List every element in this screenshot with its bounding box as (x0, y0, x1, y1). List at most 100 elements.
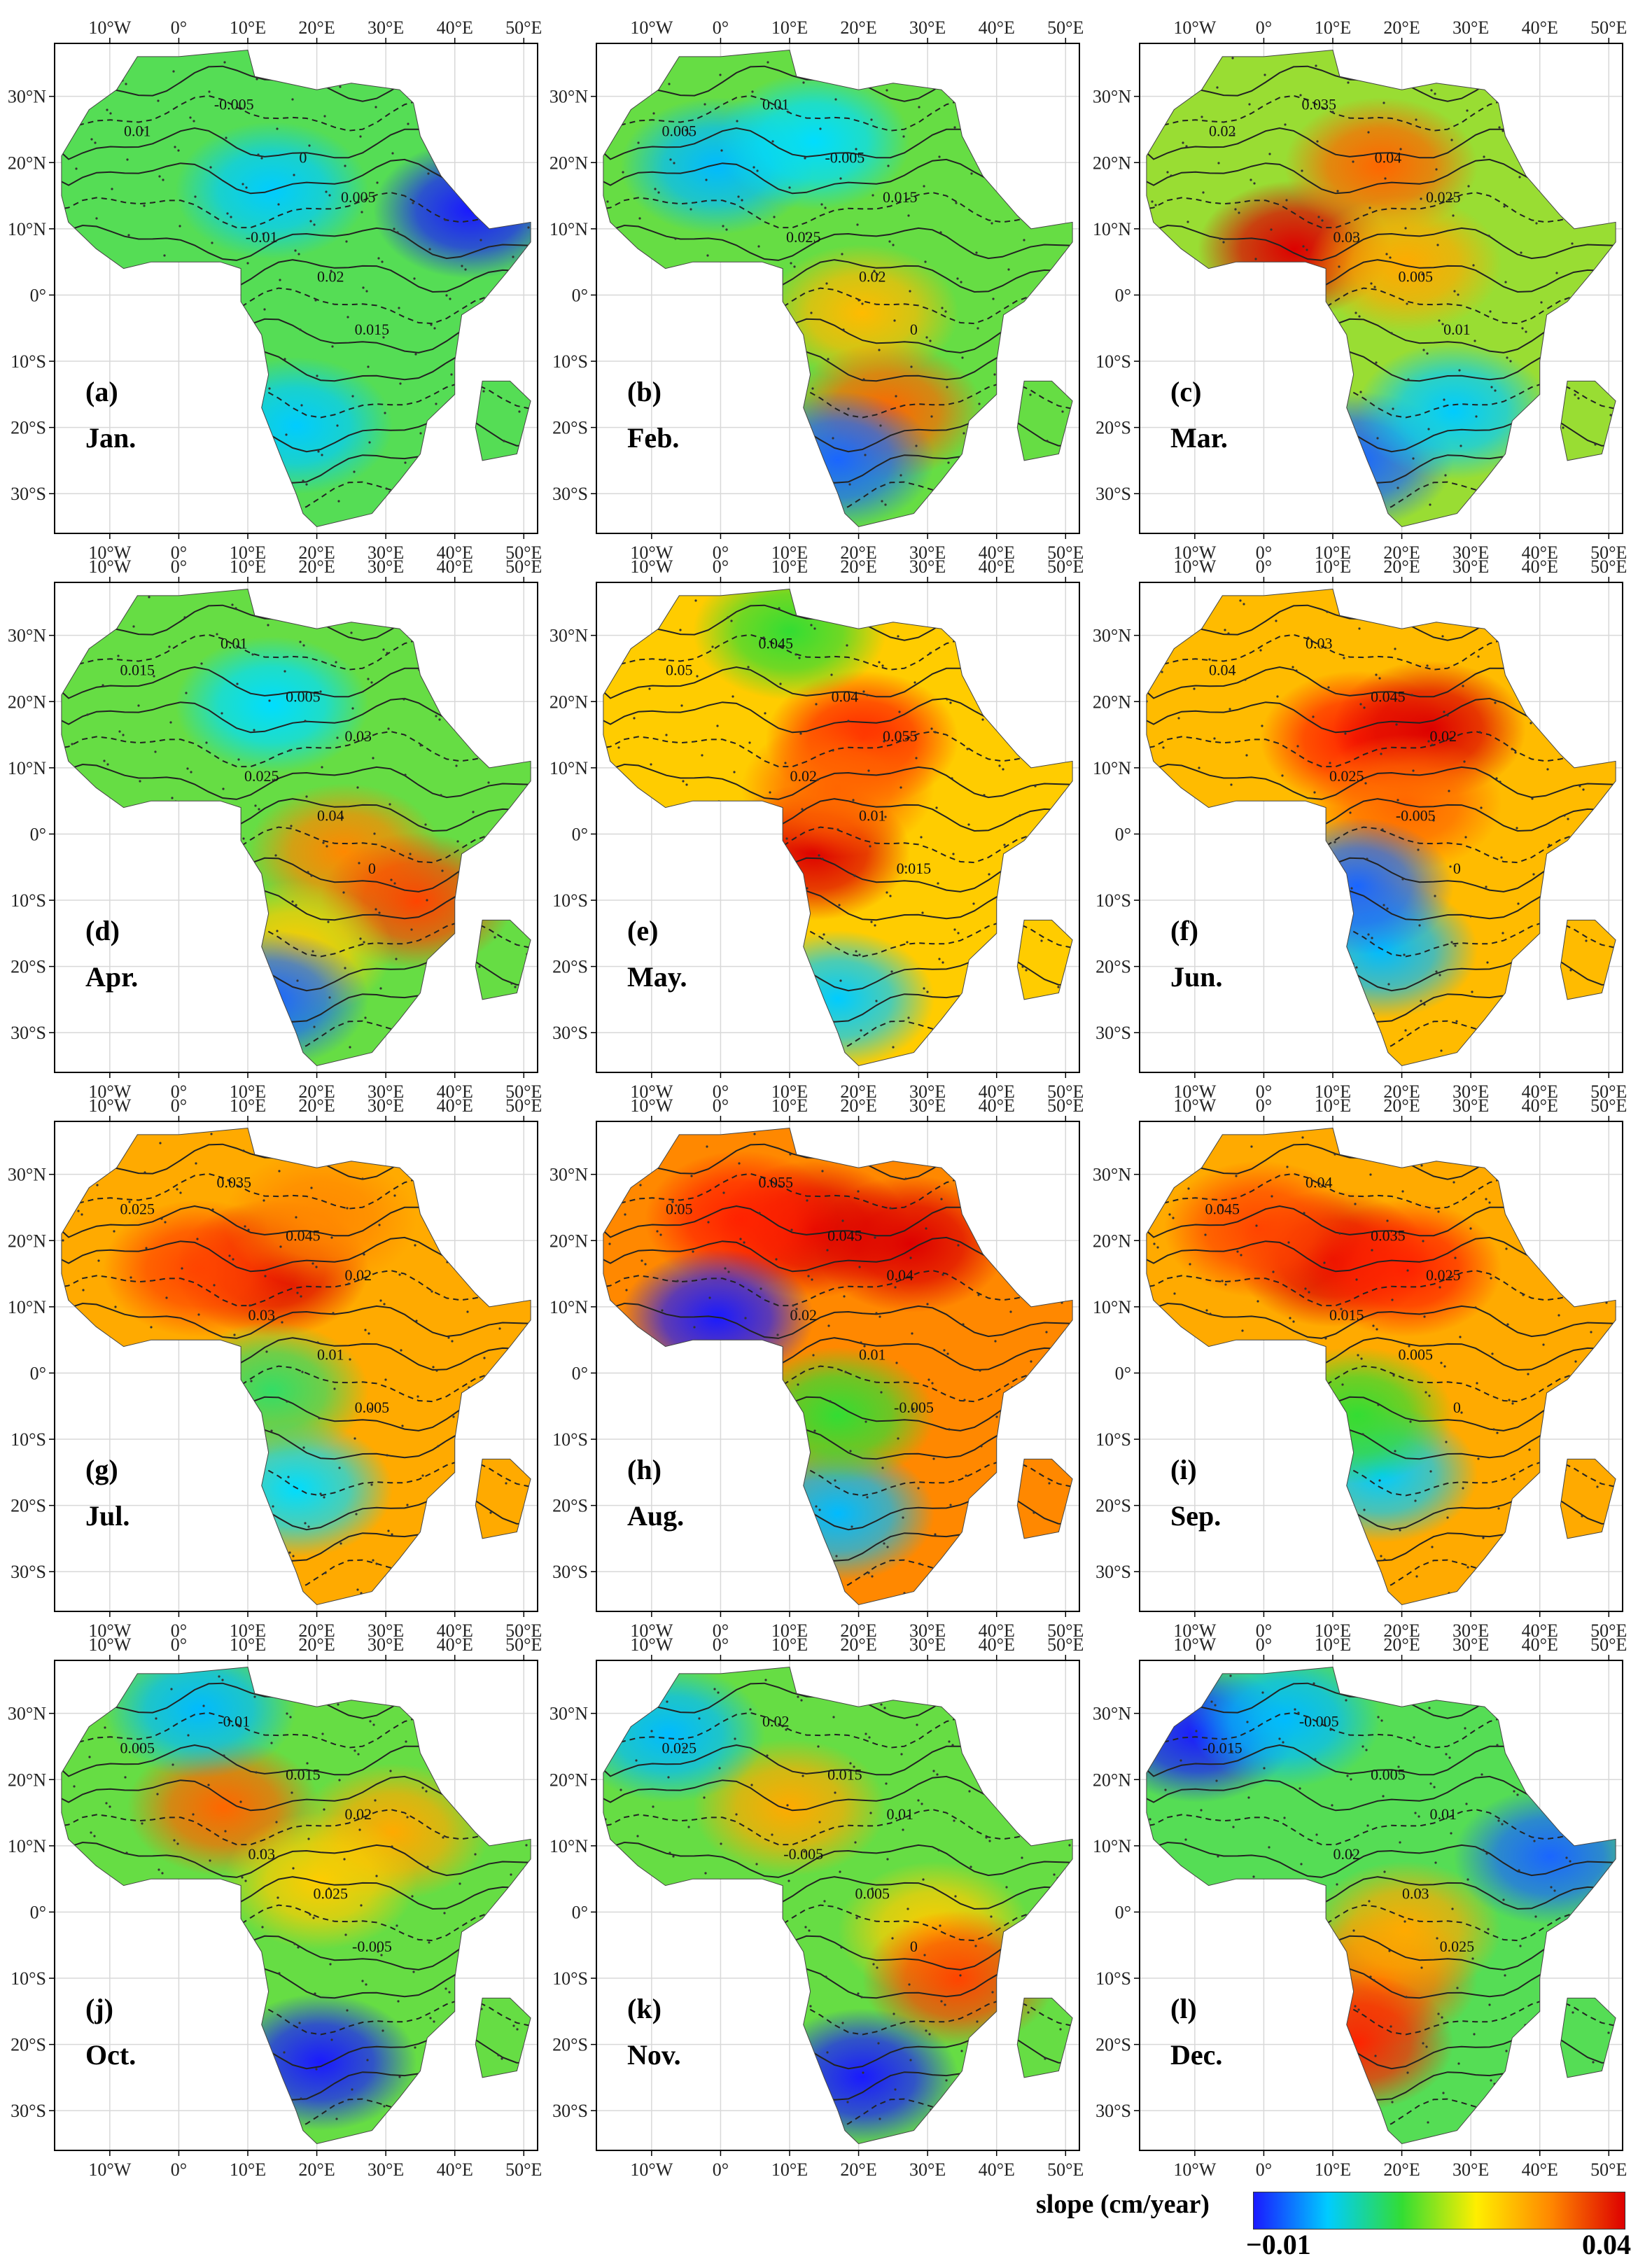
lat-tick-label: 30°N (550, 1704, 588, 1724)
slope-field-e (603, 589, 1073, 1066)
panel-label: (j) (85, 1993, 113, 2024)
lon-tick-label-bottom: 10°E (1315, 1620, 1351, 1641)
lat-tick-label: 10°S (1096, 351, 1131, 372)
lon-tick-label-bottom: 10°E (771, 1082, 808, 1102)
lon-tick-label-bottom: 10°W (88, 2160, 131, 2180)
panel-month: Jun. (1170, 961, 1223, 993)
lon-tick-label-top: 40°E (979, 1096, 1015, 1116)
lon-tick-label-bottom: 0° (1256, 1082, 1272, 1102)
lat-tick-label: 30°S (1096, 1023, 1131, 1043)
lon-tick-label-bottom: 10°E (230, 542, 266, 563)
contour-label: 0.015 (1329, 1306, 1364, 1324)
colorbar-title: slope (cm/year) (1036, 2190, 1210, 2219)
contour-label: 0.01 (886, 1805, 913, 1823)
map-panel-d: 0.015 0.01 0.005 0.03 0.025 0.04 0 10°W 10°W 0° 0°… (8, 556, 542, 1102)
lon-tick-label-top: 30°E (909, 1634, 946, 1655)
lat-tick-label: 10°N (8, 219, 46, 239)
panel-label: (b) (627, 376, 662, 407)
lon-tick-label-top: 20°E (1383, 1096, 1420, 1116)
contour-line (1146, 1302, 1616, 1339)
contour-label: 0.015 (897, 860, 932, 877)
contour-label: 0.035 (217, 1174, 252, 1191)
lon-tick-label-top: 0° (1256, 1634, 1272, 1655)
lon-tick-label-top: 10°E (1315, 18, 1351, 38)
lon-tick-label-bottom: 0° (713, 542, 729, 563)
lon-tick-label-bottom: 30°E (368, 1620, 404, 1641)
lon-tick-label-bottom: 20°E (1383, 2160, 1420, 2180)
lat-tick-label: 10°S (10, 351, 46, 372)
contour-line (1146, 191, 1616, 229)
lon-tick-label-bottom: 10°W (1173, 542, 1216, 563)
lat-tick-label: 30°N (8, 87, 46, 107)
lat-tick-label: 20°S (552, 957, 588, 977)
lat-tick-label: 10°N (8, 1836, 46, 1856)
lon-tick-label-top: 40°E (437, 556, 473, 577)
lon-tick-label-top: 20°E (298, 556, 335, 577)
slope-region (223, 1812, 417, 1949)
lon-tick-label-top: 10°W (630, 1096, 673, 1116)
contour-label: 0 (910, 1938, 918, 1955)
lon-tick-label-top: 20°E (840, 1096, 876, 1116)
slope-field-c (1146, 50, 1616, 527)
contour-label: 0.025 (1440, 1938, 1475, 1955)
lon-tick-label-top: 40°E (1522, 1096, 1558, 1116)
lon-tick-label-bottom: 40°E (437, 542, 473, 563)
contour-label: 0.055 (883, 727, 918, 745)
lon-tick-label-bottom: 10°E (230, 2160, 266, 2180)
panel-label: (l) (1170, 1993, 1197, 2024)
lon-tick-label-bottom: 50°E (1047, 1620, 1084, 1641)
lon-tick-label-top: 30°E (368, 1096, 404, 1116)
lon-tick-label-top: 40°E (1522, 1634, 1558, 1655)
lon-tick-label-top: 10°E (230, 1634, 266, 1655)
lat-tick-label: 0° (572, 824, 588, 844)
contour-label: -0.005 (1299, 1713, 1339, 1730)
lat-tick-label: 20°N (550, 692, 588, 712)
lon-tick-label-bottom: 10°W (1173, 2160, 1216, 2180)
lon-tick-label-bottom: 10°E (1315, 2160, 1351, 2180)
lat-tick-label: 30°N (1093, 87, 1131, 107)
lat-tick-label: 30°N (550, 626, 588, 646)
lon-tick-label-top: 30°E (368, 556, 404, 577)
lon-tick-label-bottom: 20°E (840, 2160, 876, 2180)
lon-tick-label-bottom: 50°E (505, 2160, 542, 2180)
contour-label: 0.005 (855, 1885, 890, 1903)
panel-label: (a) (85, 376, 118, 407)
lon-tick-label-top: 10°E (1315, 1096, 1351, 1116)
lon-tick-label-bottom: 30°E (368, 2160, 404, 2180)
slope-region (813, 1175, 1007, 1312)
contour-label: 0.01 (124, 122, 151, 139)
slope-region (175, 930, 369, 1066)
contour-label: 0.005 (286, 687, 321, 705)
lat-tick-label: 10°S (1096, 1429, 1131, 1450)
lon-tick-label-bottom: 0° (1256, 542, 1272, 563)
lat-tick-label: 0° (572, 285, 588, 305)
map-svg-a: 0.01 -0.005 0 0.005 -0.01 0.02 0.015 10°W 10°W 0°… (8, 18, 542, 563)
lat-tick-label: 20°S (1096, 957, 1131, 977)
contour-line (603, 730, 1073, 768)
lon-tick-label-top: 10°W (88, 556, 131, 577)
contour-label: 0.025 (1329, 767, 1364, 785)
map-panel-h: 0.05 0.055 0.045 0.04 0.02 0.01 -0.005 10°W 10°W… (550, 1096, 1084, 1641)
contour-label: 0.045 (759, 635, 794, 652)
lon-tick-label-bottom: 10°W (630, 1082, 673, 1102)
lon-tick-label-top: 50°E (505, 1096, 542, 1116)
lon-tick-label-bottom: 50°E (505, 1620, 542, 1641)
lon-tick-label-bottom: 0° (1256, 2160, 1272, 2180)
lon-tick-label-bottom: 40°E (1522, 1620, 1558, 1641)
panel-month: Jul. (85, 1500, 130, 1532)
contour-label: 0.03 (1402, 1885, 1429, 1903)
lon-tick-label-top: 10°W (1173, 18, 1216, 38)
lat-tick-label: 30°N (550, 87, 588, 107)
contour-label: 0.025 (1426, 188, 1461, 206)
lon-tick-label-top: 50°E (505, 18, 542, 38)
lon-tick-label-top: 50°E (1047, 18, 1084, 38)
lon-tick-label-bottom: 40°E (979, 1620, 1015, 1641)
lon-tick-label-top: 30°E (1452, 1634, 1489, 1655)
lat-tick-label: 10°N (8, 758, 46, 778)
lat-tick-label: 10°S (552, 1429, 588, 1450)
slope-region (200, 357, 393, 494)
panel-label: (e) (627, 915, 658, 946)
lon-tick-label-bottom: 20°E (840, 542, 876, 563)
slope-region (1308, 1861, 1502, 1998)
lat-tick-label: 20°S (1096, 1496, 1131, 1516)
